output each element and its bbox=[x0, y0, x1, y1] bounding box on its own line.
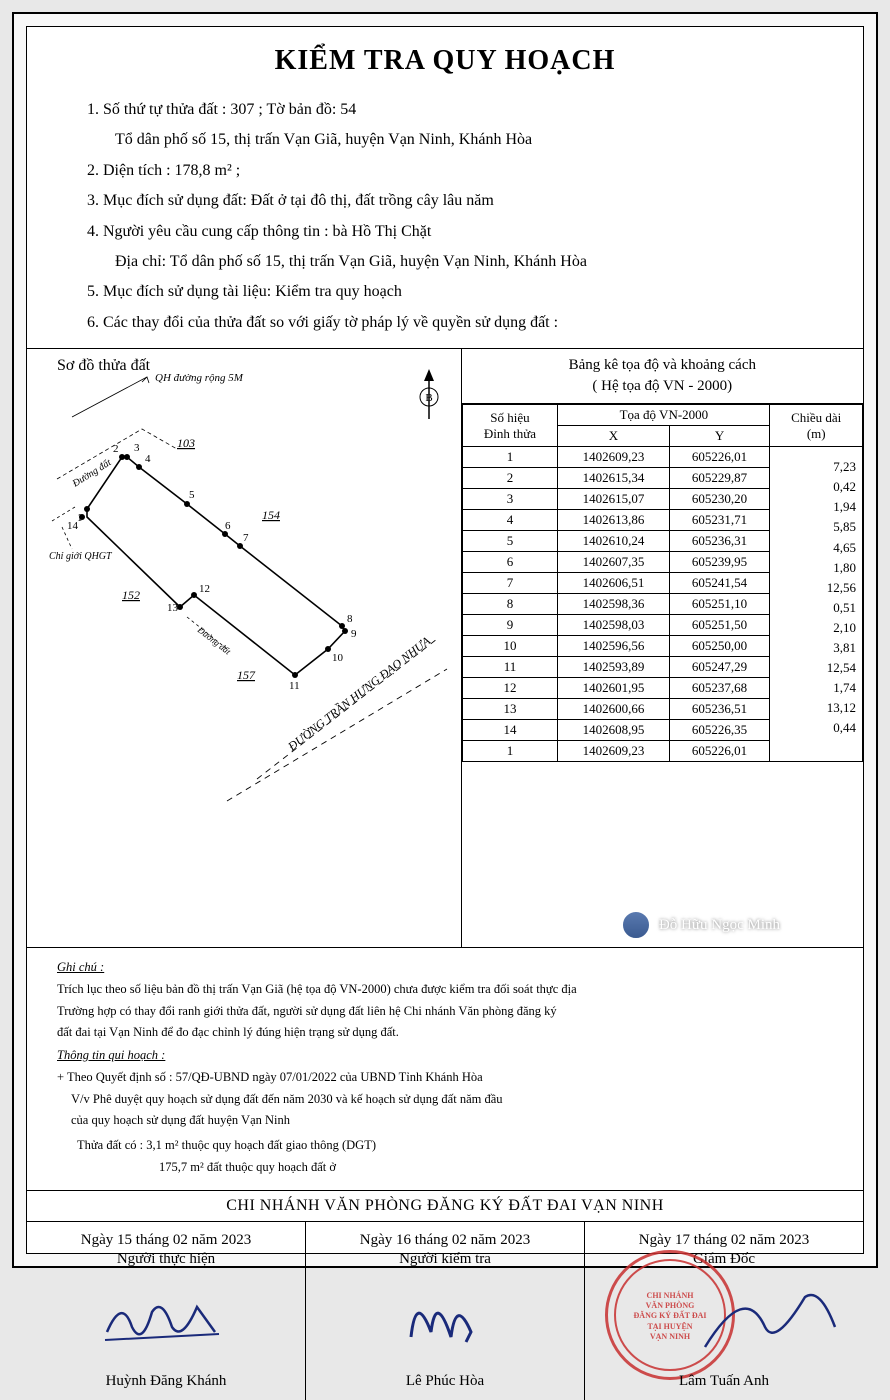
svg-text:11: 11 bbox=[289, 680, 300, 692]
note-line: Trích lục theo số liệu bản đồ thị trấn V… bbox=[57, 980, 833, 999]
info-line: Tổ dân phố số 15, thị trấn Vạn Giã, huyệ… bbox=[115, 125, 803, 155]
watermark-text: Đỗ Hữu Ngọc Minh bbox=[659, 917, 780, 934]
svg-text:10: 10 bbox=[332, 652, 344, 664]
note-line: 175,7 m² đất thuộc quy hoạch đất ở bbox=[159, 1158, 833, 1177]
sig-executor: Ngày 15 tháng 02 năm 2023 Người thực hiệ… bbox=[27, 1222, 306, 1400]
note-line: Trường hợp có thay đổi ranh giới thửa đấ… bbox=[57, 1002, 833, 1021]
svg-text:5: 5 bbox=[189, 489, 195, 501]
info-line: 2. Diện tích : 178,8 m² ; bbox=[87, 156, 803, 186]
svg-text:157: 157 bbox=[237, 668, 256, 682]
svg-text:152: 152 bbox=[122, 588, 140, 602]
info-line: 4. Người yêu cầu cung cấp thông tin : bà… bbox=[87, 217, 803, 247]
info-section: 1. Số thứ tự thửa đất : 307 ; Tờ bản đồ:… bbox=[87, 95, 803, 338]
table-column: Bảng kê tọa độ và khoảng cách ( Hệ tọa đ… bbox=[462, 349, 863, 947]
th-y: Y bbox=[669, 426, 770, 447]
th-dinh: Số hiệuĐỉnh thửa bbox=[462, 405, 558, 447]
svg-text:ĐƯỜNG TRẦN HƯNG ĐẠO NHỰA: ĐƯỜNG TRẦN HƯNG ĐẠO NHỰA bbox=[284, 633, 434, 754]
svg-text:B: B bbox=[425, 392, 432, 404]
middle-section: Sơ đồ thửa đất bbox=[27, 348, 863, 948]
parcel-diagram: 1 2 3 4 5 6 7 8 9 10 11 12 13 14 QH đườn… bbox=[27, 349, 457, 809]
signature-row: Ngày 15 tháng 02 năm 2023 Người thực hiệ… bbox=[27, 1222, 863, 1400]
svg-text:Đường đất: Đường đất bbox=[195, 624, 233, 657]
th-dist: Chiều dài(m) bbox=[770, 405, 863, 447]
notes-heading: Ghi chú : bbox=[57, 960, 104, 974]
svg-text:QH đường rộng 5M: QH đường rộng 5M bbox=[155, 372, 244, 384]
watermark: Đỗ Hữu Ngọc Minh bbox=[621, 910, 780, 940]
signature-icon bbox=[97, 1292, 227, 1352]
info-line: Địa chỉ: Tổ dân phố số 15, thị trấn Vạn … bbox=[115, 247, 803, 277]
note-line: V/v Phê duyệt quy hoạch sử dụng đất đến … bbox=[71, 1090, 833, 1109]
svg-text:Chỉ giới QHGT: Chỉ giới QHGT bbox=[49, 551, 113, 562]
th-toado: Tọa độ VN-2000 bbox=[558, 405, 770, 426]
office-name: CHI NHÁNH VĂN PHÒNG ĐĂNG KÝ ĐẤT ĐAI VẠN … bbox=[27, 1190, 863, 1222]
note-line: + Theo Quyết định số : 57/QĐ-UBND ngày 0… bbox=[57, 1068, 833, 1087]
note-line: đất đai tại Vạn Ninh để đo đạc chỉnh lý … bbox=[57, 1023, 833, 1042]
table-title: Bảng kê tọa độ và khoảng cách ( Hệ tọa đ… bbox=[462, 349, 863, 404]
svg-text:7: 7 bbox=[243, 532, 249, 544]
doc-title: KIỂM TRA QUY HOẠCH bbox=[27, 45, 863, 77]
info-line: 5. Mục đích sử dụng tài liệu: Kiểm tra q… bbox=[87, 277, 803, 307]
svg-text:103: 103 bbox=[177, 436, 195, 450]
document: KIỂM TRA QUY HOẠCH 1. Số thứ tự thửa đất… bbox=[26, 26, 864, 1254]
note-line: Thửa đất có : 3,1 m² thuộc quy hoạch đất… bbox=[77, 1136, 833, 1155]
svg-text:8: 8 bbox=[347, 613, 353, 625]
svg-text:Đường đất: Đường đất bbox=[70, 457, 114, 490]
svg-text:12: 12 bbox=[199, 583, 210, 595]
notes-section: Ghi chú : Trích lục theo số liệu bản đồ … bbox=[27, 948, 863, 1190]
note-line: của quy hoạch sử dụng đất huyện Vạn Ninh bbox=[71, 1111, 833, 1130]
table-row: 11402609,23605226,017,230,421,945,854,65… bbox=[462, 447, 862, 468]
svg-text:4: 4 bbox=[145, 453, 151, 465]
svg-text:154: 154 bbox=[262, 508, 280, 522]
info-line: 1. Số thứ tự thửa đất : 307 ; Tờ bản đồ:… bbox=[87, 95, 803, 125]
notes-heading: Thông tin qui hoạch : bbox=[57, 1048, 165, 1062]
info-line: 3. Mục đích sử dụng đất: Đất ở tại đô th… bbox=[87, 186, 803, 216]
sig-checker: Ngày 16 tháng 02 năm 2023 Người kiểm tra… bbox=[306, 1222, 585, 1400]
info-line: 6. Các thay đổi của thửa đất so với giấy… bbox=[87, 308, 803, 338]
coord-table: Số hiệuĐỉnh thửa Tọa độ VN-2000 Chiều dà… bbox=[462, 404, 863, 762]
svg-text:3: 3 bbox=[134, 442, 140, 454]
svg-text:9: 9 bbox=[351, 628, 357, 640]
signature-icon bbox=[695, 1277, 845, 1367]
compass-icon: B bbox=[415, 367, 443, 431]
page: KIỂM TRA QUY HOẠCH 1. Số thứ tự thửa đất… bbox=[12, 12, 878, 1268]
svg-text:13: 13 bbox=[167, 602, 179, 614]
svg-text:2: 2 bbox=[113, 443, 119, 455]
logo-icon bbox=[824, 900, 860, 936]
th-x: X bbox=[558, 426, 669, 447]
sig-director: Ngày 17 tháng 02 năm 2023 Giám Đốc CHI N… bbox=[585, 1222, 863, 1400]
avatar-icon bbox=[621, 910, 651, 940]
svg-text:6: 6 bbox=[225, 520, 231, 532]
diagram-column: Sơ đồ thửa đất bbox=[27, 349, 462, 947]
svg-text:14: 14 bbox=[67, 520, 79, 532]
signature-icon bbox=[396, 1282, 506, 1352]
